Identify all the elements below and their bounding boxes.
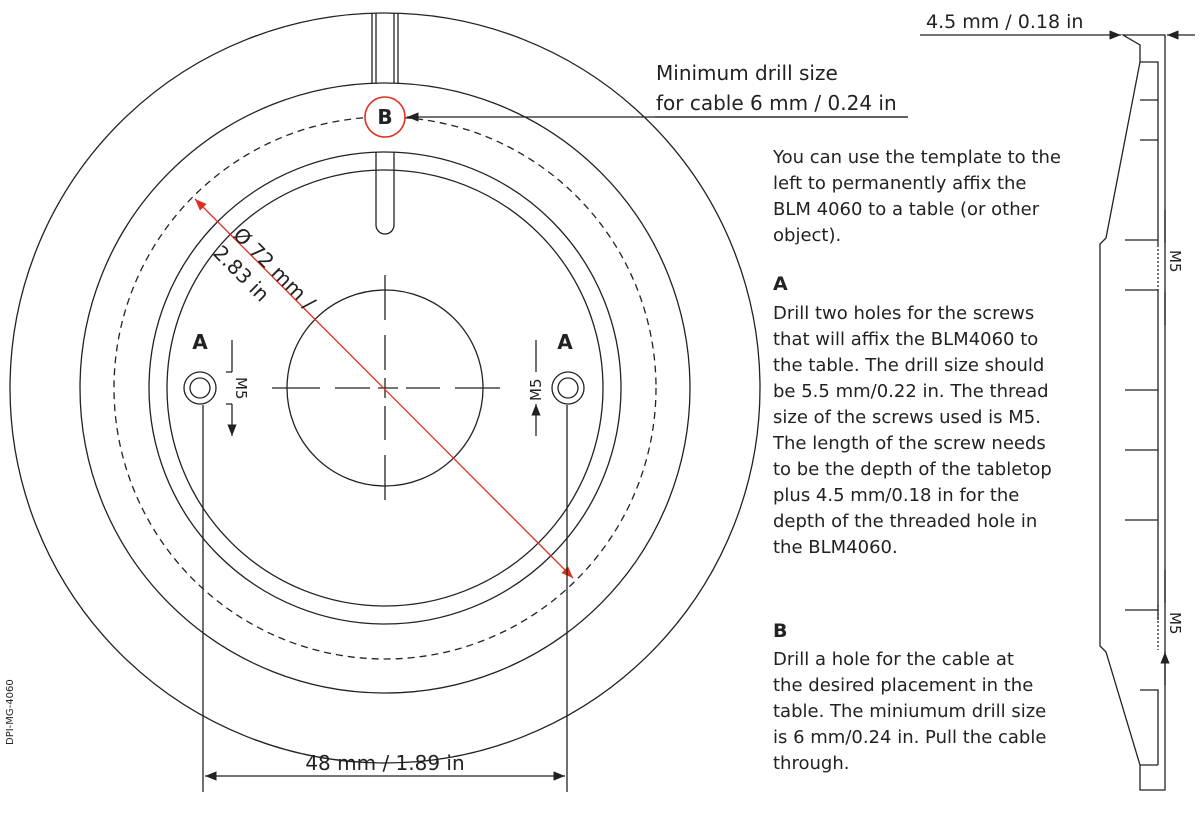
section-line: plus 4.5 mm/0.18 in for the (773, 485, 1019, 506)
thread-label: M5 (232, 377, 250, 400)
doc-id: DPI-MG-4060 (5, 679, 16, 745)
drill-note: Minimum drill size (656, 61, 838, 85)
section-line: table. The miniumum drill size (773, 701, 1046, 722)
section-line: depth of the threaded hole in (773, 511, 1037, 532)
label-b: B (377, 105, 392, 129)
section-line: size of the screws used is M5. (773, 407, 1041, 428)
hole (551, 371, 585, 405)
ring (148, 151, 622, 625)
section-line: that will affix the BLM4060 to (773, 329, 1038, 350)
section-heading: B (773, 620, 787, 642)
thread-label: M5 (527, 379, 545, 402)
thread-label: M5 (1166, 250, 1184, 273)
section-line: The length of the screw needs (772, 433, 1046, 454)
intro-line: You can use the template to the (772, 147, 1061, 168)
thread-label: M5 (1166, 612, 1184, 635)
top-slot (371, 13, 399, 83)
hole-b (364, 96, 406, 138)
ring (166, 169, 604, 607)
section-line: through. (773, 753, 849, 774)
plan-view (9, 12, 908, 792)
label-a: A (557, 330, 573, 354)
intro-line: BLM 4060 to a table (or other (773, 199, 1040, 220)
section-line: is 6 mm/0.24 in. Pull the cable (773, 727, 1046, 748)
section-line: to be the depth of the tabletop (773, 459, 1052, 480)
section-line: the table. The drill size should (773, 355, 1044, 376)
section-line: Drill a hole for the cable at (773, 649, 1014, 670)
side-view (920, 30, 1195, 791)
section-line: the desired placement in the (773, 675, 1033, 696)
outer-ring (9, 12, 761, 764)
section-line: Drill two holes for the screws (773, 303, 1034, 324)
inner-slot (375, 152, 395, 235)
intro-line: left to permanently affix the (773, 173, 1027, 194)
intro-line: object). (773, 225, 841, 246)
hole (557, 377, 579, 399)
hole (183, 371, 217, 405)
m5-ticks (226, 371, 232, 405)
profile (1099, 34, 1166, 791)
diameter-line (194, 198, 574, 579)
ring (79, 82, 691, 694)
label-a: A (192, 330, 208, 354)
extension-lines (202, 405, 568, 792)
spacing-label: 48 mm / 1.89 in (305, 751, 464, 775)
hole (189, 377, 211, 399)
section-line: be 5.5 mm/0.22 in. The thread (773, 381, 1049, 402)
profile-detail (1125, 61, 1159, 766)
section-heading: A (773, 273, 788, 295)
thickness-label: 4.5 mm / 0.18 in (926, 11, 1083, 33)
drill-note: for cable 6 mm / 0.24 in (656, 91, 897, 115)
section-line: the BLM4060. (773, 537, 898, 558)
